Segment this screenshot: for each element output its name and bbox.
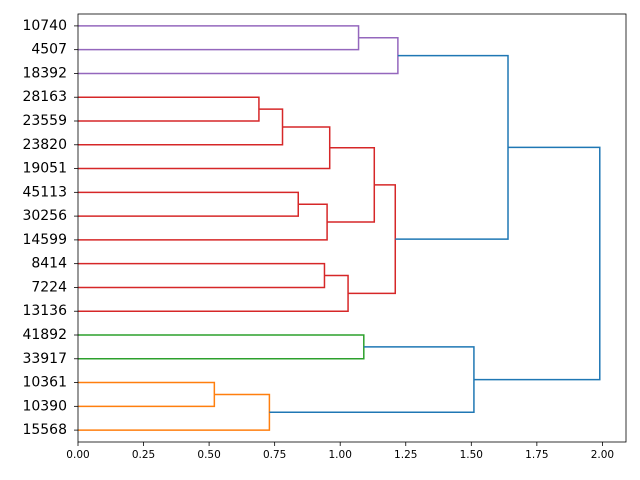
leaf-label: 15568 <box>22 422 67 438</box>
leaf-label: 45113 <box>22 184 67 200</box>
leaf-label: 28163 <box>22 89 67 105</box>
leaf-label: 23820 <box>22 137 67 153</box>
dendrogram-link-m1 <box>78 25 360 51</box>
x-tick-label: 2.00 <box>591 449 614 461</box>
dendrogram-link-m16 <box>269 346 475 414</box>
leaf-label: 10390 <box>22 398 67 414</box>
leaf-label: 10361 <box>22 375 67 391</box>
leaf-label: 18392 <box>22 65 67 81</box>
dendrogram-link-m4 <box>78 108 284 146</box>
x-tick-label: 0.00 <box>66 449 89 461</box>
leaf-label: 7224 <box>31 279 67 295</box>
leaf-label: 19051 <box>22 161 67 177</box>
x-axis: 0.00 0.25 0.50 0.75 1.00 1.25 1.50 1.75 2.00 <box>66 442 614 461</box>
leaf-label: 33917 <box>22 351 67 367</box>
dendrogram-link-m10 <box>78 274 349 312</box>
dendrogram-link-m9 <box>78 262 326 289</box>
leaf-label: 41892 <box>22 327 67 343</box>
x-tick-label: 1.25 <box>394 449 417 461</box>
x-tick-label: 0.50 <box>197 449 220 461</box>
leaf-label: 10740 <box>22 18 67 34</box>
leaf-label: 4507 <box>31 42 67 58</box>
dendrogram-link-m13 <box>78 334 365 360</box>
x-tick-label: 1.75 <box>525 449 548 461</box>
leaf-labels: 10740 4507 18392 28163 23559 23820 19051 45113 3… <box>22 18 78 438</box>
dendrogram-link-m6 <box>78 191 299 217</box>
x-tick-label: 0.75 <box>263 449 286 461</box>
leaf-label: 13136 <box>22 303 67 319</box>
leaf-label: 23559 <box>22 113 67 129</box>
plot-frame <box>77 13 627 443</box>
links-layer <box>78 25 601 431</box>
leaf-label: 8414 <box>31 256 67 272</box>
leaf-label: 30256 <box>22 208 67 224</box>
dendrogram-link-m5 <box>78 126 331 170</box>
x-tick-label: 0.25 <box>132 449 155 461</box>
dendrogram-link-m3 <box>78 96 260 122</box>
dendrogram-link-m17 <box>473 146 601 381</box>
x-tick-label: 1.00 <box>329 449 352 461</box>
dendrogram-link-m2 <box>78 37 399 75</box>
leaf-label: 14599 <box>22 232 67 248</box>
dendrogram-link-m14 <box>78 381 216 408</box>
dendrogram-link-m15 <box>78 393 271 431</box>
dendrogram-link-m7 <box>78 203 328 241</box>
x-tick-label: 1.50 <box>460 449 483 461</box>
dendrogram-link-m12 <box>395 54 509 240</box>
dendrogram-link-m11 <box>348 184 397 295</box>
dendrogram-link-m8 <box>327 147 376 223</box>
